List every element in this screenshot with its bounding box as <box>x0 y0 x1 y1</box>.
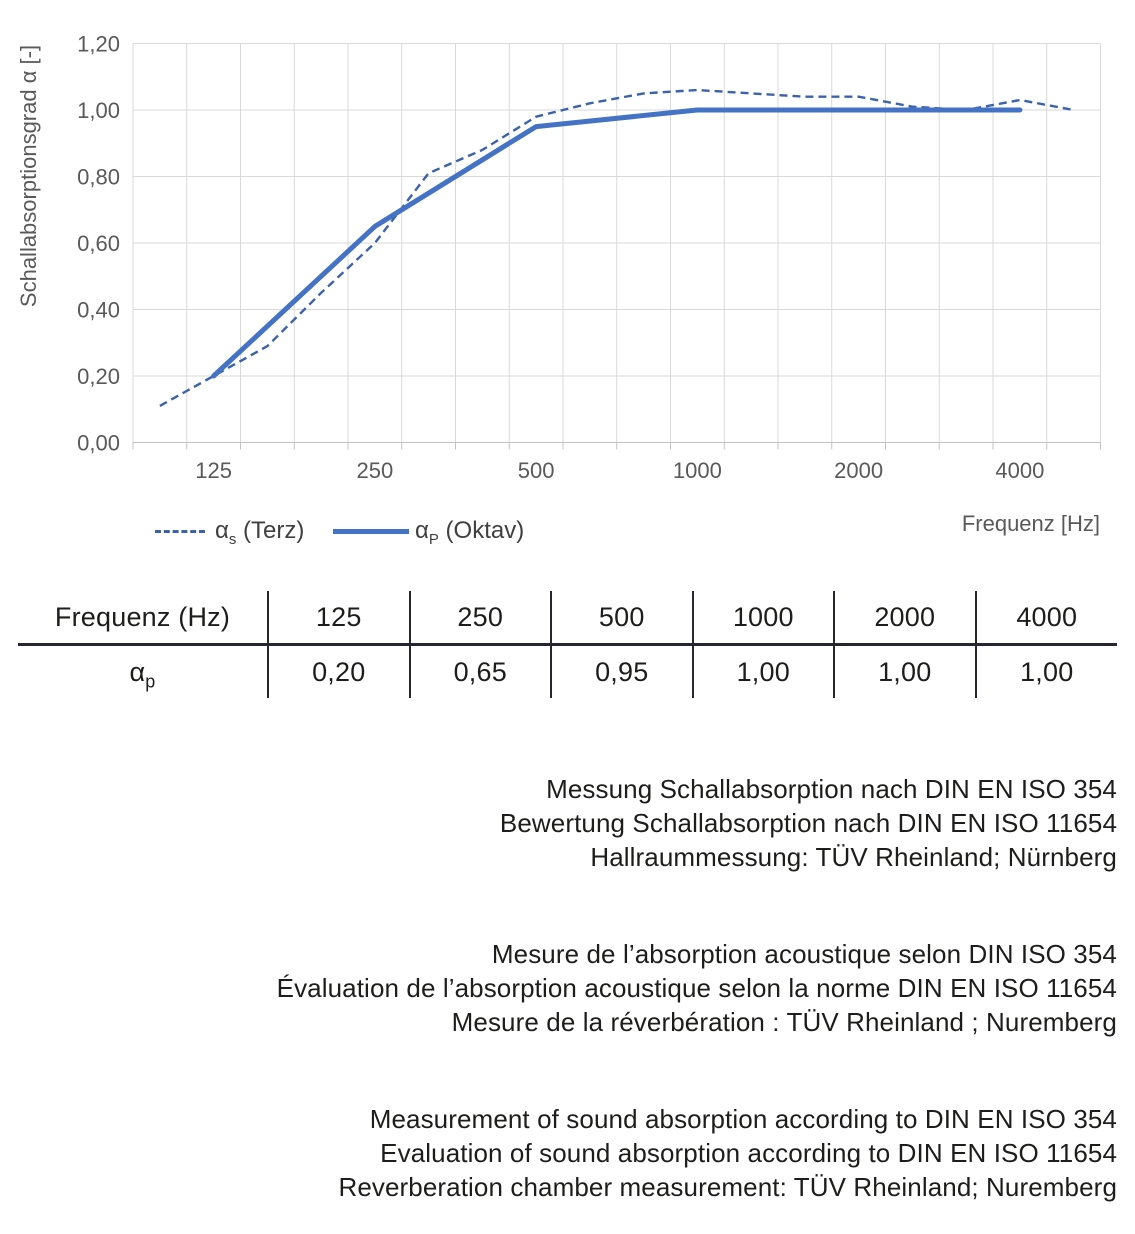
absorption-chart: 0,00 0,20 0,40 0,60 0,80 1,00 1,20 125 250 500 100… <box>0 0 1135 560</box>
table-header-row: Frequenz (Hz) 125 250 500 1000 2000 4000 <box>18 591 1117 646</box>
y-tick-label: 0,60 <box>77 231 120 256</box>
x-tick-label: 500 <box>518 458 555 483</box>
table-value-cell: 1,00 <box>834 644 977 698</box>
x-tick-label: 4000 <box>995 458 1044 483</box>
note-german: Messung Schallabsorption nach DIN EN ISO… <box>17 772 1117 874</box>
legend-item-terz: αs (Terz) <box>155 514 304 548</box>
x-tick-label: 125 <box>195 458 232 483</box>
table-value-row: αp 0,20 0,65 0,95 1,00 1,00 1,00 <box>18 644 1117 698</box>
table-value-cell: 0,20 <box>268 644 411 698</box>
note-line: Bewertung Schallabsorption nach DIN EN I… <box>499 808 1117 838</box>
y-tick-label: 1,00 <box>77 98 120 123</box>
note-english: Measurement of sound absorption accordin… <box>17 1102 1117 1204</box>
table-value-cell: 0,65 <box>409 644 552 698</box>
legend-label-terz: αs (Terz) <box>215 517 305 548</box>
note-line: Evaluation of sound absorption according… <box>380 1138 1117 1168</box>
legend-item-oktav: αP (Oktav) <box>333 514 524 548</box>
x-tick-label: 250 <box>357 458 394 483</box>
chart-legend: αs (Terz) αP (Oktav) <box>0 514 700 548</box>
table-header-frequency: Frequenz (Hz) <box>18 591 269 646</box>
table-header-cell: 4000 <box>975 591 1117 646</box>
note-line: Hallraummessung: TÜV Rheinland; Nürnberg <box>590 842 1117 872</box>
note-line: Mesure de l’absorption acoustique selon … <box>491 939 1117 969</box>
x-tick-label: 1000 <box>673 458 722 483</box>
note-line: Évaluation de l’absorption acoustique se… <box>276 973 1117 1003</box>
absorption-chart-svg: 0,00 0,20 0,40 0,60 0,80 1,00 1,20 125 250 500 100… <box>16 32 1101 536</box>
y-tick-label: 0,00 <box>77 431 120 456</box>
table-header-cell: 250 <box>409 591 552 646</box>
table-row-label-alpha-p: αp <box>18 644 269 698</box>
note-line: Measurement of sound absorption accordin… <box>369 1104 1117 1134</box>
note-french: Mesure de l’absorption acoustique selon … <box>17 937 1117 1039</box>
table-value-cell: 0,95 <box>551 644 694 698</box>
note-line: Mesure de la réverbération : TÜV Rheinla… <box>451 1007 1117 1037</box>
x-axis-title: Frequenz [Hz] <box>962 511 1100 536</box>
y-tick-label: 0,80 <box>77 165 120 190</box>
table-header-cell: 500 <box>551 591 694 646</box>
x-tick-label: 2000 <box>834 458 883 483</box>
y-tick-label: 1,20 <box>77 32 120 57</box>
alpha-p-table: Frequenz (Hz) 125 250 500 1000 2000 4000… <box>18 591 1117 698</box>
table-header-cell: 1000 <box>692 591 835 646</box>
terz-dashed-line-sample <box>155 529 205 533</box>
series-oktav-line <box>211 107 1023 379</box>
table-value-cell: 1,00 <box>692 644 835 698</box>
y-tick-label: 0,20 <box>77 364 120 389</box>
note-line: Messung Schallabsorption nach DIN EN ISO… <box>546 774 1117 804</box>
y-axis-title: Schallabsorptionsgrad α [-] <box>16 45 41 307</box>
oktav-solid-line-sample <box>333 528 409 534</box>
series-terz-line <box>159 88 1074 407</box>
table-value-cell: 1,00 <box>1020 656 1074 687</box>
table-header-cell: 2000 <box>834 591 977 646</box>
legend-label-oktav: αP (Oktav) <box>415 517 525 548</box>
table-header-cell: 125 <box>268 591 411 646</box>
y-tick-label: 0,40 <box>77 298 120 323</box>
note-line: Reverberation chamber measurement: TÜV R… <box>338 1172 1117 1202</box>
